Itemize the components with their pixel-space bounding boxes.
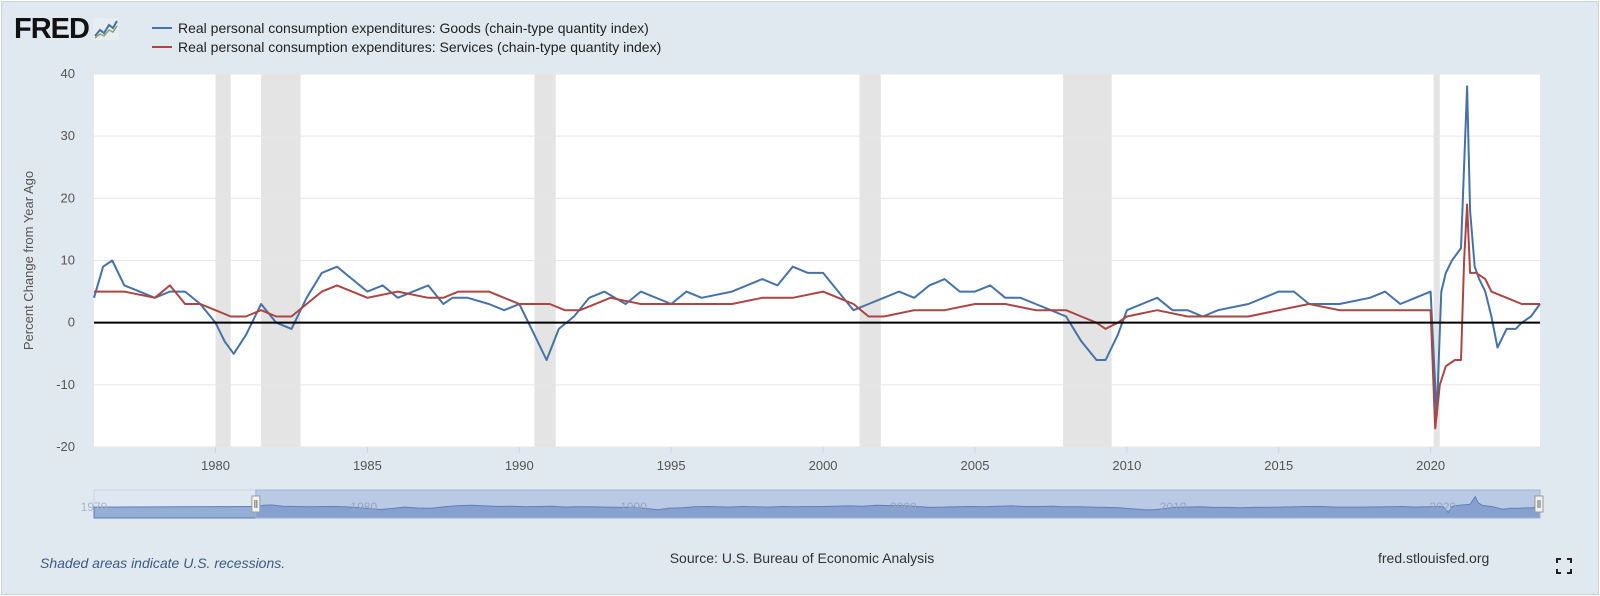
fred-logo[interactable]: FRED bbox=[14, 12, 119, 45]
legend-swatch-goods bbox=[152, 26, 172, 29]
x-tick-label: 2005 bbox=[961, 458, 990, 473]
navigator-label: 1980 bbox=[350, 500, 377, 514]
x-tick-label: 2000 bbox=[809, 458, 838, 473]
fred-logo-text: FRED bbox=[14, 12, 90, 45]
navigator-label: 2010 bbox=[1160, 500, 1187, 514]
navigator-label: 2000 bbox=[890, 500, 917, 514]
legend-label-services: Real personal consumption expenditures: … bbox=[178, 38, 662, 55]
legend-item-services[interactable]: Real personal consumption expenditures: … bbox=[152, 37, 661, 56]
navigator-label: 2020 bbox=[1430, 500, 1457, 514]
x-tick-label: 1980 bbox=[201, 458, 230, 473]
y-tick-label: -20 bbox=[56, 439, 75, 454]
legend-item-goods[interactable]: Real personal consumption expenditures: … bbox=[152, 18, 661, 37]
navigator-selection bbox=[255, 489, 1541, 519]
navigator-label: 1990 bbox=[620, 500, 647, 514]
recession-note: Shaded areas indicate U.S. recessions. bbox=[40, 555, 286, 571]
y-tick-label: 30 bbox=[61, 128, 75, 143]
x-tick-label: 1995 bbox=[657, 458, 686, 473]
x-tick-label: 2020 bbox=[1416, 458, 1445, 473]
chart-legend: Real personal consumption expenditures: … bbox=[152, 18, 661, 56]
x-tick-label: 1985 bbox=[353, 458, 382, 473]
fullscreen-icon[interactable] bbox=[1556, 558, 1572, 574]
series-line-services bbox=[94, 203, 1540, 430]
navigator-series bbox=[93, 495, 1541, 519]
x-tick-label: 2015 bbox=[1264, 458, 1293, 473]
x-tick-label: 1990 bbox=[505, 458, 534, 473]
line-graph-icon bbox=[92, 18, 119, 40]
navigator-handle-left[interactable] bbox=[251, 495, 261, 513]
navigator-label: 1970 bbox=[81, 500, 108, 514]
y-tick-label: -10 bbox=[56, 377, 75, 392]
y-tick-label: 0 bbox=[68, 315, 75, 330]
x-tick-label: 2010 bbox=[1112, 458, 1141, 473]
legend-swatch-services bbox=[152, 45, 172, 48]
y-tick-label: 10 bbox=[61, 253, 75, 268]
legend-label-goods: Real personal consumption expenditures: … bbox=[178, 19, 649, 36]
y-tick-label: 40 bbox=[61, 66, 75, 81]
navigator-handle-right[interactable] bbox=[1534, 495, 1544, 513]
y-axis-title: Percent Change from Year Ago bbox=[21, 171, 36, 350]
y-tick-label: 20 bbox=[61, 190, 75, 205]
fred-url[interactable]: fred.stlouisfed.org bbox=[1378, 550, 1490, 566]
